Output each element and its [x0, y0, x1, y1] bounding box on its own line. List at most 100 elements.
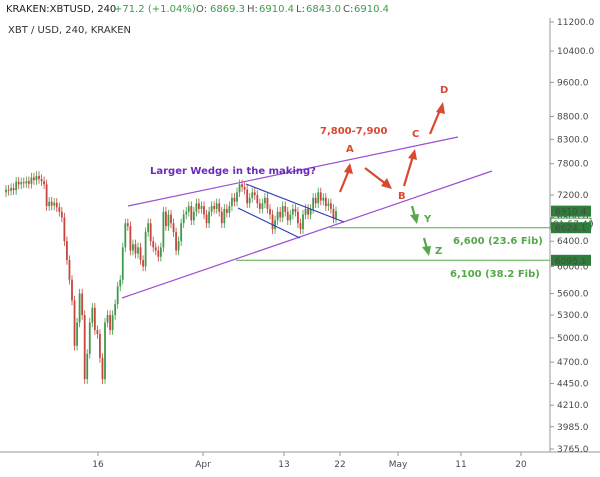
candle — [332, 204, 335, 224]
candle — [58, 202, 61, 217]
price-tick-label: 4450.0 — [557, 380, 589, 390]
candle — [81, 288, 84, 320]
svg-text:6910.4: 6910.4 — [555, 208, 587, 218]
green-arrows — [410, 205, 431, 256]
candle — [185, 207, 188, 220]
price-tick-label: 5300.0 — [557, 311, 589, 321]
candle — [243, 182, 246, 195]
candle — [129, 221, 132, 256]
symbol-label: KRAKEN:XBTUSD, 240 — [6, 4, 116, 15]
candle — [228, 201, 231, 218]
candle — [27, 176, 30, 189]
candle — [335, 206, 337, 224]
price-tick-label: 10400.0 — [557, 47, 594, 57]
candle — [220, 207, 223, 228]
candle — [48, 196, 51, 211]
candle — [289, 209, 292, 226]
candle — [76, 317, 78, 351]
candle — [111, 310, 114, 335]
fib-price-tag: 6624.1 — [551, 222, 591, 234]
wave-d-label: D — [440, 85, 448, 96]
candle — [182, 209, 185, 228]
candle — [159, 242, 162, 262]
candle — [314, 193, 317, 209]
close-value: 6910.4 — [354, 4, 389, 15]
time-tick-label: 13 — [278, 460, 289, 470]
price-tick-label: 5000.0 — [557, 334, 589, 344]
candle — [177, 236, 180, 256]
candle — [248, 193, 251, 209]
candle — [274, 215, 276, 234]
close-label: C: — [343, 4, 353, 15]
candle — [119, 275, 122, 292]
candle — [157, 245, 160, 262]
candle — [195, 198, 198, 217]
open-value: 6869.3 — [210, 4, 245, 15]
candle — [93, 303, 96, 335]
red-arrows — [338, 102, 445, 193]
small-wedge — [237, 183, 345, 239]
candle — [134, 239, 137, 259]
candle — [10, 183, 12, 196]
svg-text:6095.1: 6095.1 — [555, 257, 587, 267]
candle — [124, 218, 127, 253]
candle — [223, 204, 226, 228]
change-value: +71.2 (+1.04%) — [114, 4, 196, 15]
small-wedge-lower-line — [237, 207, 301, 239]
wave-a-label: A — [346, 144, 354, 155]
candle — [233, 193, 236, 207]
candle — [68, 255, 71, 285]
candle — [203, 201, 205, 220]
candle — [297, 207, 299, 228]
high-value: 6910.4 — [259, 4, 294, 15]
open-label: O: — [196, 4, 207, 15]
price-tick-label: 3985.0 — [557, 423, 589, 433]
candle — [162, 207, 165, 253]
candle — [15, 177, 18, 195]
candle — [96, 325, 99, 339]
price-tick-label: 8800.0 — [557, 112, 589, 122]
time-tick-label: 11 — [455, 460, 466, 470]
candle — [53, 198, 56, 211]
candle — [17, 177, 20, 190]
candle — [22, 177, 25, 188]
candle — [170, 209, 172, 228]
candle — [284, 201, 287, 217]
candle — [205, 209, 208, 228]
candle — [101, 353, 104, 384]
candle — [180, 218, 183, 246]
time-tick-label: May — [389, 460, 408, 470]
candle — [309, 204, 312, 220]
candle — [324, 193, 327, 211]
candle — [5, 184, 7, 198]
candle — [38, 171, 40, 184]
candle — [116, 281, 119, 309]
price-tick-label: 4700.0 — [557, 358, 589, 368]
time-axis[interactable]: 16 Apr 13 22 May 11 20 — [92, 452, 527, 470]
candle — [126, 218, 129, 231]
candle — [281, 201, 284, 223]
price-axis[interactable]: 3765.0 3985.0 4210.0 4450.0 4700.0 5000.0 5300… — [550, 18, 594, 455]
candle — [154, 242, 157, 256]
candle — [319, 187, 322, 206]
candle — [99, 329, 101, 363]
low-label: L: — [296, 4, 305, 15]
candle — [83, 310, 86, 384]
candle — [139, 242, 142, 265]
arrow-down-icon — [422, 237, 431, 256]
price-tick-label: 7200.0 — [557, 191, 589, 201]
candle — [327, 198, 330, 211]
candle — [109, 310, 111, 335]
fib-level-label: 6,100 (38.2 Fib) — [450, 269, 540, 280]
candle — [258, 198, 261, 214]
candle — [307, 204, 309, 220]
candle — [236, 187, 238, 207]
candle — [256, 190, 259, 209]
candle — [253, 187, 256, 200]
target-range-annotation: 7,800-7,900 — [320, 126, 387, 137]
price-tick-label: 5600.0 — [557, 289, 589, 299]
candle — [269, 204, 271, 220]
arrow-down-right-icon — [364, 167, 392, 189]
larger-wedge — [121, 136, 493, 299]
